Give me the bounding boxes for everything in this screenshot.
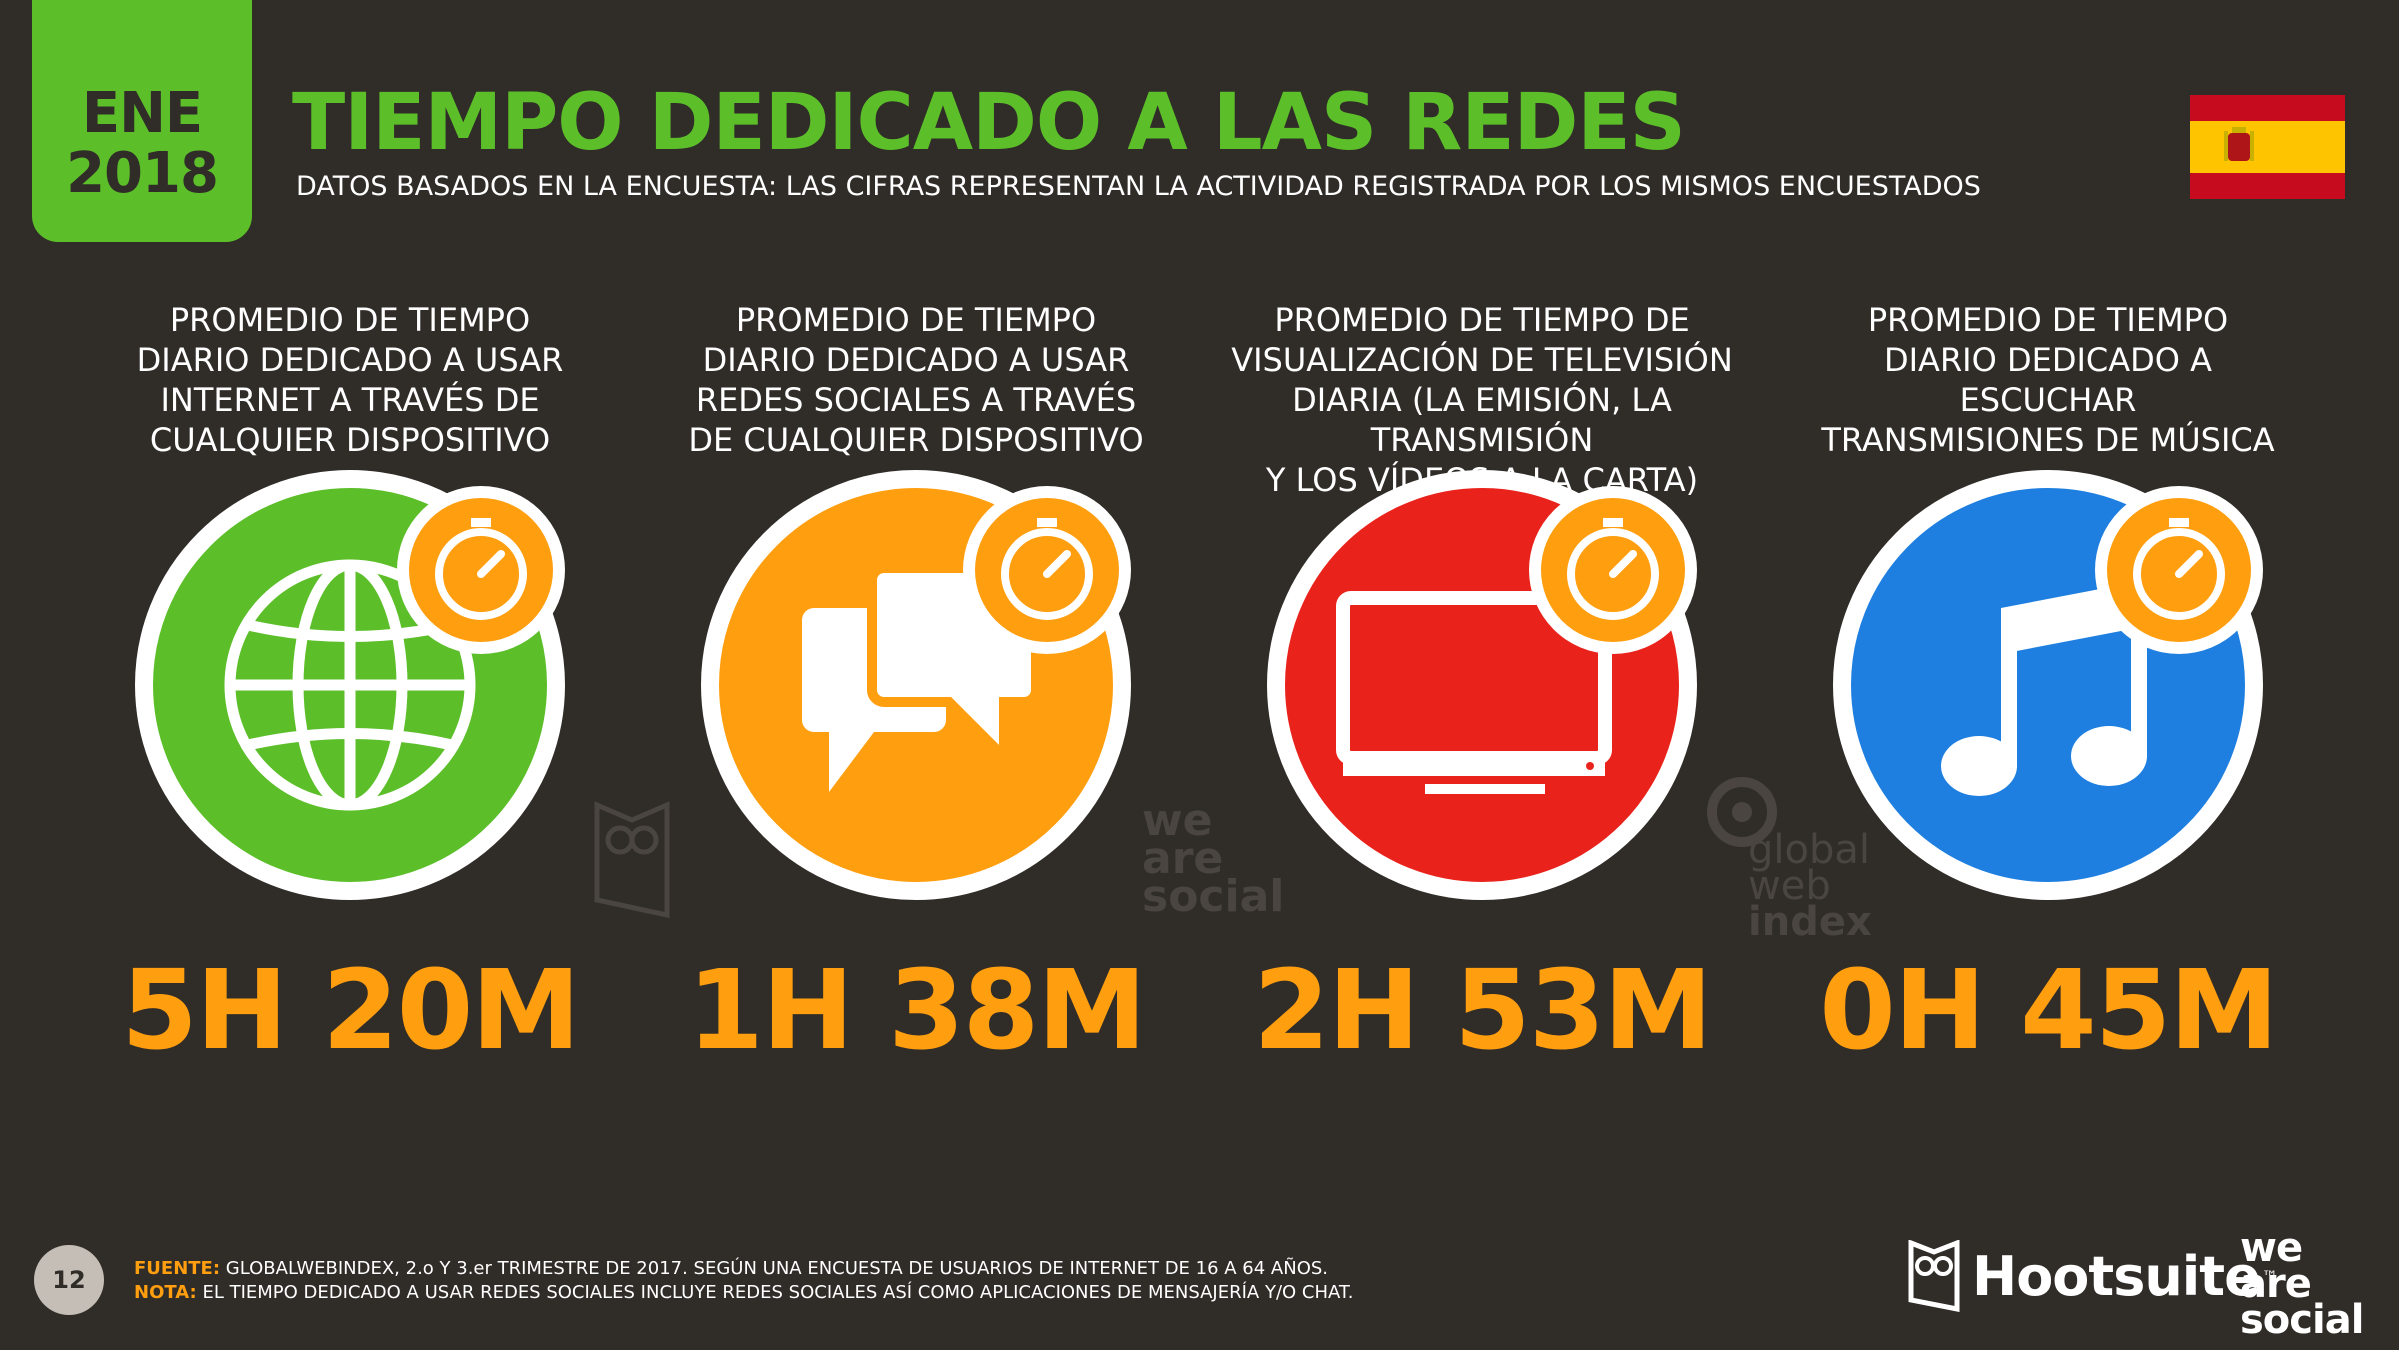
stopwatch-icon <box>2095 486 2263 654</box>
metric-value: 1H 38M <box>687 946 1146 1074</box>
footer-notes: FUENTE: GLOBALWEBINDEX, 2.o Y 3.er TRIME… <box>134 1257 1354 1305</box>
owl-icon <box>1908 1240 1960 1312</box>
metric-caption: PROMEDIO DE TIEMPO DIARIO DEDICADO A USA… <box>688 301 1144 459</box>
page-number: 12 <box>34 1245 104 1315</box>
metric-value: 0H 45M <box>1819 946 2278 1074</box>
metric-internet: PROMEDIO DE TIEMPO DIARIO DEDICADO A USA… <box>70 300 630 1070</box>
metric-caption: PROMEDIO DE TIEMPO DE VISUALIZACIÓN DE T… <box>1231 301 1733 499</box>
metric-tv: PROMEDIO DE TIEMPO DE VISUALIZACIÓN DE T… <box>1202 300 1762 1070</box>
stopwatch-icon <box>963 486 1131 654</box>
page-title: TIEMPO DEDICADO A LAS REDES <box>292 78 1686 168</box>
date-month: ENE <box>81 81 203 146</box>
page-subtitle: DATOS BASADOS EN LA ENCUESTA: LAS CIFRAS… <box>296 171 1981 202</box>
note-line: NOTA: EL TIEMPO DEDICADO A USAR REDES SO… <box>134 1282 1354 1303</box>
date-year: 2018 <box>66 141 219 206</box>
stopwatch-icon <box>1529 486 1697 654</box>
social-icon-group <box>701 470 1131 900</box>
metric-value: 2H 53M <box>1253 946 1712 1074</box>
spain-flag-icon <box>2190 95 2345 199</box>
television-icon <box>1336 591 1612 794</box>
metric-social: PROMEDIO DE TIEMPO DIARIO DEDICADO A USA… <box>636 300 1196 1070</box>
hootsuite-owl-watermark-icon <box>594 801 670 919</box>
gwi-logo-watermark-icon <box>1707 777 1777 847</box>
music-icon-group <box>1833 470 2263 900</box>
metric-caption: PROMEDIO DE TIEMPO DIARIO DEDICADO A USA… <box>136 301 564 459</box>
internet-icon-group <box>135 470 565 900</box>
metric-caption: PROMEDIO DE TIEMPO DIARIO DEDICADO A ESC… <box>1821 301 2275 459</box>
hootsuite-logo: Hootsuite ™ <box>1908 1240 2278 1312</box>
metric-value: 5H 20M <box>121 946 580 1074</box>
date-badge: ENE 2018 <box>32 0 252 242</box>
we-are-social-watermark: we are social <box>1142 795 1285 922</box>
trademark: ™ <box>2261 1266 2278 1286</box>
stopwatch-icon <box>397 486 565 654</box>
tv-icon-group <box>1267 470 1697 900</box>
metric-music: PROMEDIO DE TIEMPO DIARIO DEDICADO A ESC… <box>1768 300 2328 1070</box>
hootsuite-wordmark: Hootsuite <box>1972 1244 2261 1308</box>
global-web-index-watermark: global web index <box>1748 827 1872 945</box>
we-are-social-logo: we are social <box>2240 1225 2364 1343</box>
source-line: FUENTE: GLOBALWEBINDEX, 2.o Y 3.er TRIME… <box>134 1258 1329 1279</box>
